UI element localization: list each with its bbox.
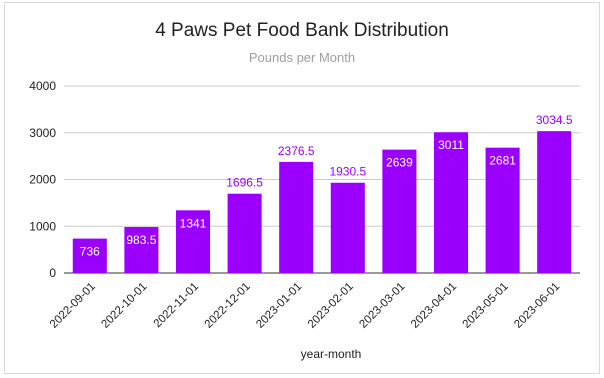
data-label: 1341 <box>180 216 207 230</box>
y-tick-label: 3000 <box>29 126 56 140</box>
x-tick-label: 2023-01-01 <box>254 281 304 331</box>
x-tick-label: 2022-10-01 <box>99 281 149 331</box>
bar <box>227 193 262 273</box>
y-tick-label: 0 <box>49 266 56 280</box>
data-label: 2681 <box>489 154 516 168</box>
data-label: 983.5 <box>126 233 156 247</box>
bar <box>433 132 469 273</box>
chart-subtitle: Pounds per Month <box>248 50 356 65</box>
data-label: 736 <box>80 245 100 259</box>
bar <box>537 131 572 273</box>
bar <box>72 238 107 273</box>
bar <box>485 147 520 273</box>
chart-title: 4 Paws Pet Food Bank Distribution <box>155 20 449 41</box>
y-tick-label: 2000 <box>29 173 56 187</box>
x-tick-label: 2023-02-01 <box>306 281 356 331</box>
y-tick-label: 4000 <box>29 79 56 93</box>
x-tick-label: 2022-11-01 <box>152 281 201 330</box>
x-tick-label: 2023-06-01 <box>512 281 562 331</box>
x-axis-title: year-month <box>301 347 362 361</box>
x-tick-label: 2022-09-01 <box>48 281 98 331</box>
bar <box>279 161 314 273</box>
data-label: 2376.5 <box>278 144 315 158</box>
data-label: 2639 <box>386 156 413 170</box>
data-label: 1930.5 <box>329 165 366 179</box>
data-label: 1696.5 <box>226 176 263 190</box>
bar <box>124 227 159 273</box>
x-tick-label: 2023-04-01 <box>409 281 459 331</box>
x-axis-ticks: 2022-09-01 2022-10-01 2022-11-01 2022-12-01… <box>48 281 562 331</box>
x-tick-label: 2023-05-01 <box>461 281 511 331</box>
data-labels: 736 983.5 1341 1696.5 2376.5 1930.5 2639 3011 26… <box>80 113 573 258</box>
data-label: 3034.5 <box>536 113 573 127</box>
bar <box>175 210 211 273</box>
bar <box>330 182 365 273</box>
y-axis-ticks: 0 1000 2000 3000 4000 <box>29 79 56 280</box>
bars <box>72 131 572 273</box>
data-label: 3011 <box>438 138 464 152</box>
x-tick-label: 2023-03-01 <box>357 281 407 331</box>
bar <box>382 149 417 273</box>
x-tick-label: 2022-12-01 <box>203 281 253 331</box>
y-tick-label: 1000 <box>29 219 56 233</box>
